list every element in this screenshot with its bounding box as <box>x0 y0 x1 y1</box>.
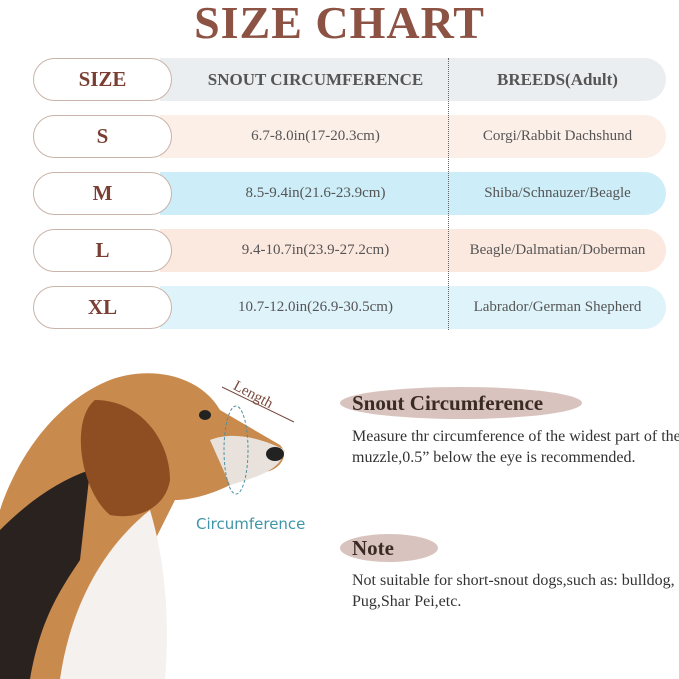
size-cell: XL <box>33 286 172 329</box>
table-header: SIZE SNOUT CIRCUMFERENCE BREEDS(Adult) <box>33 58 666 101</box>
page-title: SIZE CHART <box>194 0 485 48</box>
snout-cell: 8.5-9.4in(21.6-23.9cm) <box>245 185 386 201</box>
table-row: S 6.7-8.0in(17-20.3cm) Corgi/Rabbit Dach… <box>33 115 666 158</box>
header-breeds: BREEDS(Adult) <box>497 69 618 89</box>
snout-heading: Snout Circumference <box>340 387 582 419</box>
note-heading: Note <box>340 534 438 562</box>
size-cell: S <box>33 115 172 158</box>
breeds-cell: Beagle/Dalmatian/Doberman <box>469 242 646 258</box>
row-bar <box>160 115 666 158</box>
breeds-cell: Labrador/German Shepherd <box>473 299 642 315</box>
header-bar <box>160 58 666 101</box>
header-snout: SNOUT CIRCUMFERENCE <box>207 69 424 89</box>
note-text: Not suitable for short-snout dogs,such a… <box>352 572 675 610</box>
snout-cell: 9.4-10.7in(23.9-27.2cm) <box>241 242 390 258</box>
snout-cell: 10.7-12.0in(26.9-30.5cm) <box>238 299 393 315</box>
circumference-label: Circumference <box>196 515 306 533</box>
row-bar <box>160 286 666 329</box>
table-row: L 9.4-10.7in(23.9-27.2cm) Beagle/Dalmati… <box>33 229 666 272</box>
table-row: XL 10.7-12.0in(26.9-30.5cm) Labrador/Ger… <box>33 286 666 329</box>
size-cell: L <box>33 229 172 272</box>
row-bar <box>160 172 666 215</box>
circumference-ring <box>223 405 249 495</box>
row-bar <box>160 229 666 272</box>
beagle-photo <box>0 373 295 679</box>
breeds-cell: Corgi/Rabbit Dachshund <box>482 128 633 144</box>
column-divider <box>448 58 449 330</box>
breeds-cell: Shiba/Schnauzer/Beagle <box>484 185 631 201</box>
snout-text: Measure thr circumference of the widest … <box>352 428 679 466</box>
header-size: SIZE <box>33 58 172 101</box>
snout-cell: 6.7-8.0in(17-20.3cm) <box>251 128 380 144</box>
size-cell: M <box>33 172 172 215</box>
table-row: M 8.5-9.4in(21.6-23.9cm) Shiba/Schnauzer… <box>33 172 666 215</box>
length-indicator <box>221 386 295 423</box>
